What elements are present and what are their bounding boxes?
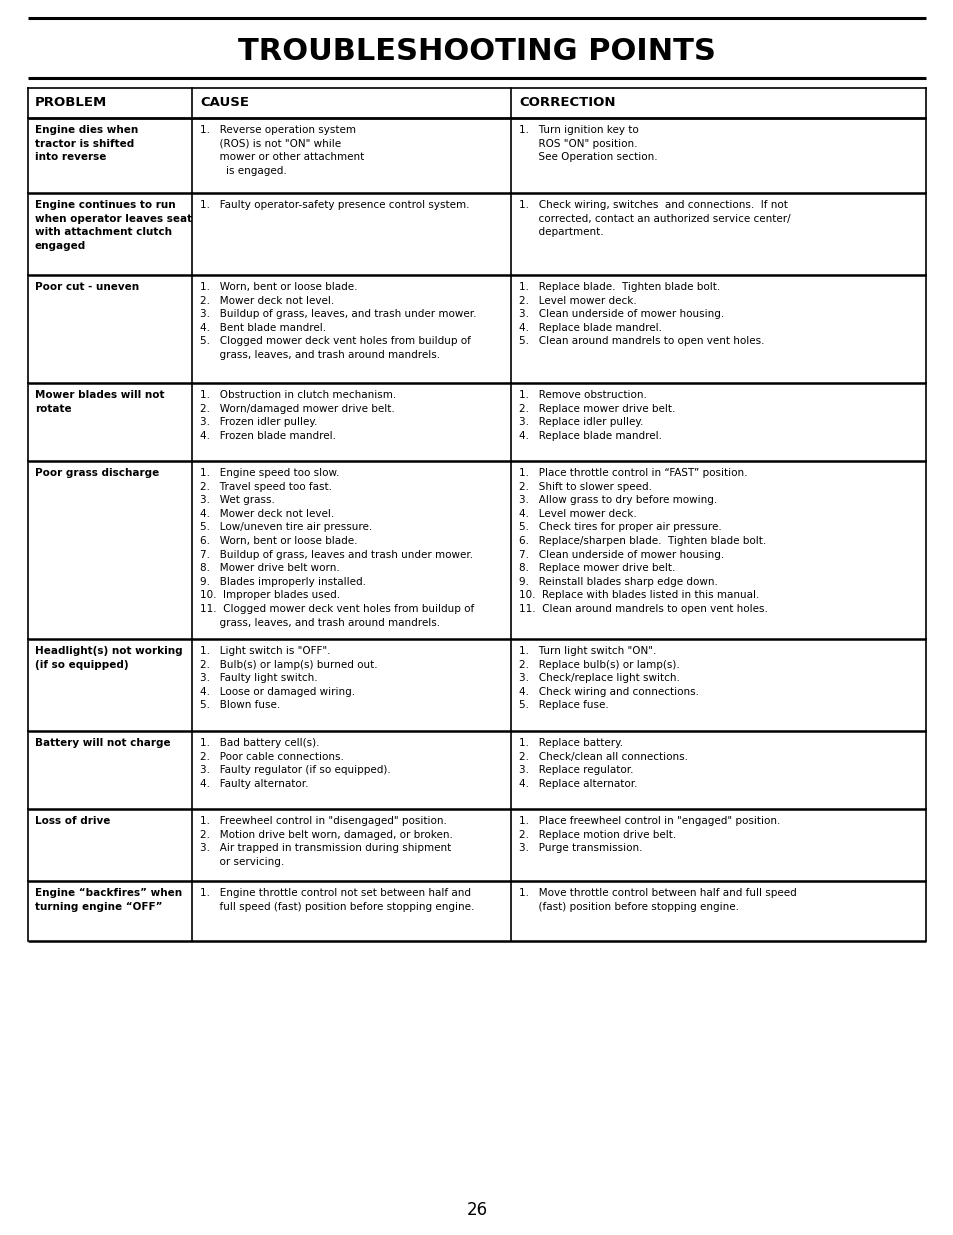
Text: CAUSE: CAUSE <box>200 96 249 110</box>
Text: 26: 26 <box>466 1200 487 1219</box>
Text: 1.   Move throttle control between half and full speed
      (fast) position bef: 1. Move throttle control between half an… <box>518 888 796 911</box>
Text: 1.   Engine speed too slow.
2.   Travel speed too fast.
3.   Wet grass.
4.   Mow: 1. Engine speed too slow. 2. Travel spee… <box>200 468 474 627</box>
Text: 1.   Replace blade.  Tighten blade bolt.
2.   Level mower deck.
3.   Clean under: 1. Replace blade. Tighten blade bolt. 2.… <box>518 282 763 346</box>
Text: TROUBLESHOOTING POINTS: TROUBLESHOOTING POINTS <box>238 37 715 67</box>
Text: 1.   Replace battery.
2.   Check/clean all connections.
3.   Replace regulator.
: 1. Replace battery. 2. Check/clean all c… <box>518 739 687 789</box>
Text: PROBLEM: PROBLEM <box>35 96 107 110</box>
Text: Mower blades will not
rotate: Mower blades will not rotate <box>35 390 164 414</box>
Text: 1.   Reverse operation system
      (ROS) is not "ON" while
      mower or other: 1. Reverse operation system (ROS) is not… <box>200 125 364 175</box>
Text: Engine dies when
tractor is shifted
into reverse: Engine dies when tractor is shifted into… <box>35 125 138 162</box>
Text: 1.   Check wiring, switches  and connections.  If not
      corrected, contact a: 1. Check wiring, switches and connection… <box>518 200 790 237</box>
Text: Poor grass discharge: Poor grass discharge <box>35 468 159 478</box>
Text: 1.   Faulty operator-safety presence control system.: 1. Faulty operator-safety presence contr… <box>200 200 469 210</box>
Text: Battery will not charge: Battery will not charge <box>35 739 171 748</box>
Text: 1.   Place throttle control in “FAST” position.
2.   Shift to slower speed.
3.  : 1. Place throttle control in “FAST” posi… <box>518 468 767 614</box>
Text: Loss of drive: Loss of drive <box>35 816 111 826</box>
Text: 1.   Freewheel control in "disengaged" position.
2.   Motion drive belt worn, da: 1. Freewheel control in "disengaged" pos… <box>200 816 453 867</box>
Text: 1.   Bad battery cell(s).
2.   Poor cable connections.
3.   Faulty regulator (if: 1. Bad battery cell(s). 2. Poor cable co… <box>200 739 391 789</box>
Text: 1.   Turn ignition key to
      ROS "ON" position.
      See Operation section.: 1. Turn ignition key to ROS "ON" positio… <box>518 125 657 162</box>
Text: 1.   Light switch is "OFF".
2.   Bulb(s) or lamp(s) burned out.
3.   Faulty ligh: 1. Light switch is "OFF". 2. Bulb(s) or … <box>200 646 377 710</box>
Text: 1.   Place freewheel control in "engaged" position.
2.   Replace motion drive be: 1. Place freewheel control in "engaged" … <box>518 816 780 853</box>
Text: Engine continues to run
when operator leaves seat
with attachment clutch
engaged: Engine continues to run when operator le… <box>35 200 192 251</box>
Text: Poor cut - uneven: Poor cut - uneven <box>35 282 139 291</box>
Text: CORRECTION: CORRECTION <box>518 96 615 110</box>
Text: 1.   Worn, bent or loose blade.
2.   Mower deck not level.
3.   Buildup of grass: 1. Worn, bent or loose blade. 2. Mower d… <box>200 282 476 359</box>
Text: 1.   Turn light switch "ON".
2.   Replace bulb(s) or lamp(s).
3.   Check/replace: 1. Turn light switch "ON". 2. Replace bu… <box>518 646 699 710</box>
Text: 1.   Obstruction in clutch mechanism.
2.   Worn/damaged mower drive belt.
3.   F: 1. Obstruction in clutch mechanism. 2. W… <box>200 390 395 441</box>
Text: 1.   Remove obstruction.
2.   Replace mower drive belt.
3.   Replace idler pulle: 1. Remove obstruction. 2. Replace mower … <box>518 390 675 441</box>
Text: Headlight(s) not working
(if so equipped): Headlight(s) not working (if so equipped… <box>35 646 182 669</box>
Text: 1.   Engine throttle control not set between half and
      full speed (fast) po: 1. Engine throttle control not set betwe… <box>200 888 474 911</box>
Text: Engine “backfires” when
turning engine “OFF”: Engine “backfires” when turning engine “… <box>35 888 182 911</box>
